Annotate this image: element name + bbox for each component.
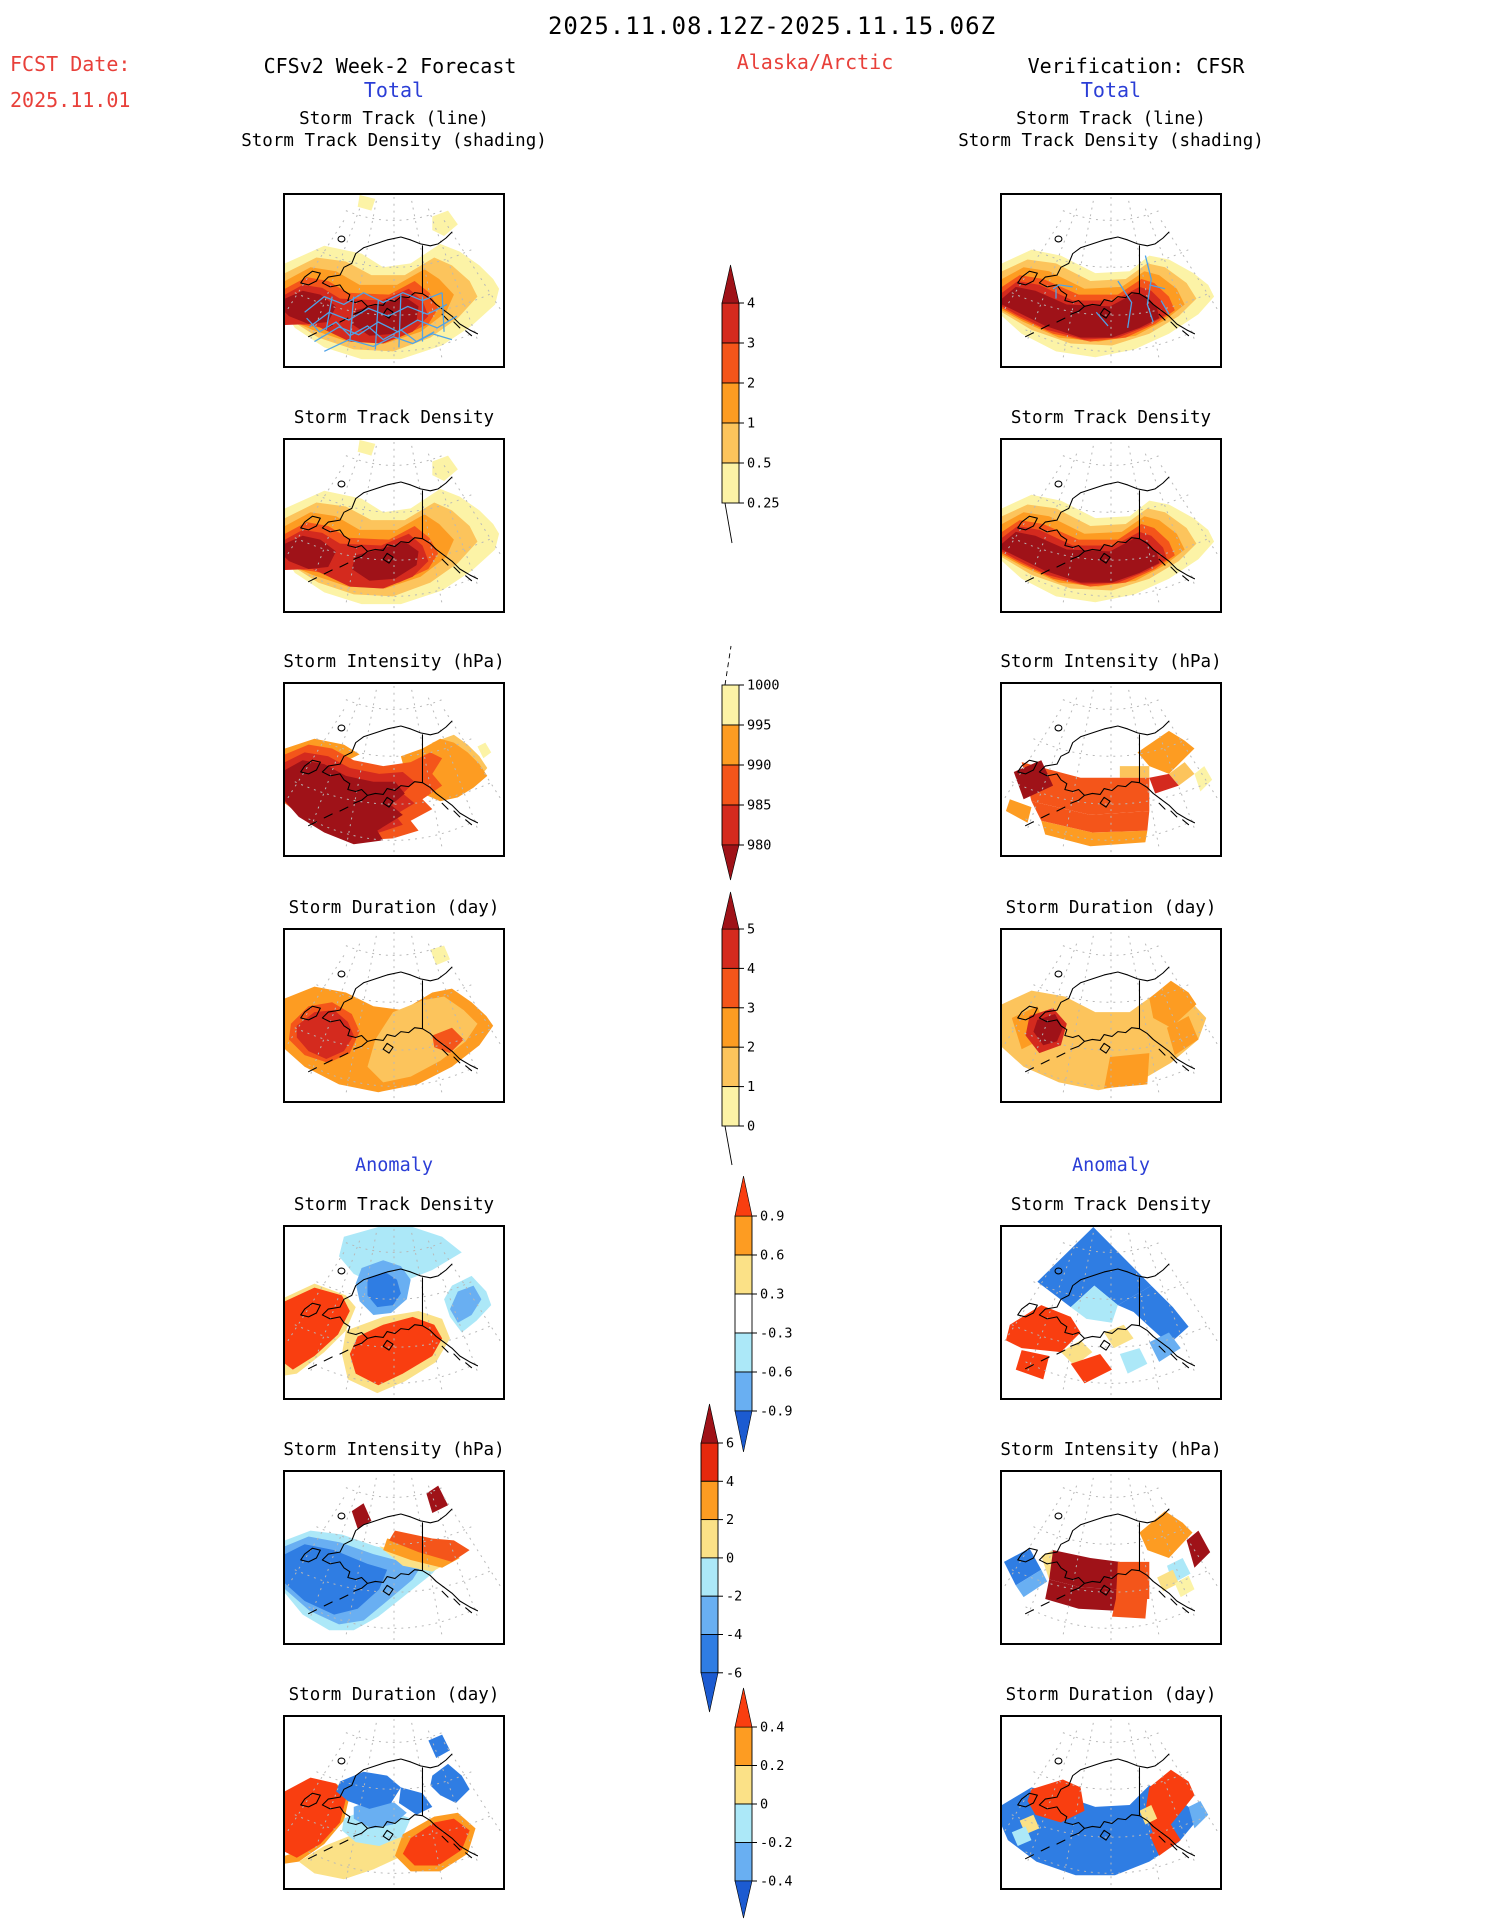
fcst-anom-duration-title: Storm Duration (day) <box>288 1685 500 1705</box>
verif-duration-map <box>1000 928 1222 1103</box>
cbar-intensity-anom-tick-4: 4 <box>726 1474 734 1490</box>
cbar-track-density-anom-tick-0.3: 0.3 <box>760 1287 784 1303</box>
cbar-track-density-total-tick-3: 3 <box>747 336 755 352</box>
cbar-duration-anom-tick--0.4: -0.4 <box>760 1874 793 1890</box>
cbar-duration-anom-tick--0.2: -0.2 <box>760 1835 793 1851</box>
fcst-anom-intensity-title: Storm Intensity (hPa) <box>283 1440 505 1460</box>
cbar-duration-anom-tick-0.4: 0.4 <box>760 1720 784 1736</box>
cbar-intensity-total-tick-985: 985 <box>747 798 771 814</box>
fcst-intensity-title: Storm Intensity (hPa) <box>283 652 505 672</box>
cbar-intensity-total-tick-990: 990 <box>747 758 771 774</box>
cbar-duration-anom-tick-0: 0 <box>760 1797 768 1813</box>
right-column-title: Verification: CFSR <box>1027 54 1245 78</box>
main-title: 2025.11.08.12Z-2025.11.15.06Z <box>547 12 997 40</box>
cbar-intensity-anom-tick-2: 2 <box>726 1512 734 1528</box>
verif-anom-intensity-title: Storm Intensity (hPa) <box>1000 1440 1222 1460</box>
cbar-track-density-anom-tick-0.9: 0.9 <box>760 1209 784 1225</box>
fcst-date-value: 2025.11.01 <box>10 88 131 112</box>
cbar-track-density-anom-tick-0.6: 0.6 <box>760 1248 784 1264</box>
fcst-track-line-density-title: Storm Track (line) Storm Track Density (s… <box>241 109 547 151</box>
cbar-duration-anom: 0.4 0.2 0 -0.2 -0.4 <box>729 1684 809 1925</box>
cbar-track-density-anom-tick--0.6: -0.6 <box>760 1365 793 1381</box>
cbar-intensity-total: 1000 995 990 985 980 <box>716 642 796 888</box>
fcst-anom-track-density-map <box>283 1225 505 1400</box>
verif-anom-duration-title: Storm Duration (day) <box>1005 1685 1217 1705</box>
fcst-track-density-map <box>283 438 505 613</box>
left-column-title: CFSv2 Week-2 Forecast <box>263 54 517 78</box>
verif-track-line-density-title: Storm Track (line) Storm Track Density (s… <box>958 109 1264 151</box>
cbar-intensity-anom: 6 4 2 0 -2 -4 -6 <box>695 1400 775 1720</box>
right-section-anomaly: Anomaly <box>1072 1155 1150 1176</box>
left-section-total: Total <box>363 78 425 102</box>
cbar-duration-total-tick-0: 0 <box>747 1119 755 1135</box>
fcst-anom-track-density-title: Storm Track Density <box>293 1195 495 1215</box>
cbar-duration-total-tick-1: 1 <box>747 1079 755 1095</box>
cbar-intensity-total-tick-995: 995 <box>747 718 771 734</box>
cbar-intensity-anom-tick--2: -2 <box>726 1589 742 1605</box>
fcst-track-line-density-map <box>283 193 505 368</box>
fcst-anom-intensity-map <box>283 1470 505 1645</box>
cbar-duration-total-tick-5: 5 <box>747 922 755 938</box>
cbar-intensity-anom-tick--6: -6 <box>726 1665 742 1681</box>
fcst-duration-title: Storm Duration (day) <box>288 898 500 918</box>
cbar-intensity-total-tick-1000: 1000 <box>747 678 780 694</box>
cbar-track-density-anom: 0.9 0.6 0.3 -0.3 -0.6 -0.9 <box>729 1172 809 1460</box>
fcst-intensity-map <box>283 682 505 857</box>
cbar-track-density-anom-tick--0.3: -0.3 <box>760 1326 793 1342</box>
verif-intensity-map <box>1000 682 1222 857</box>
cbar-intensity-anom-tick-6: 6 <box>726 1436 734 1452</box>
right-section-total: Total <box>1080 78 1142 102</box>
cbar-track-density-total: 4 3 2 1 0.5 0.25 <box>716 261 796 551</box>
cbar-intensity-anom-tick-0: 0 <box>726 1550 734 1566</box>
cbar-intensity-total-tick-980: 980 <box>747 838 771 854</box>
cbar-track-density-anom-tick--0.9: -0.9 <box>760 1404 793 1420</box>
cbar-intensity-anom-tick--4: -4 <box>726 1627 742 1643</box>
verif-duration-title: Storm Duration (day) <box>1005 898 1217 918</box>
verif-intensity-title: Storm Intensity (hPa) <box>1000 652 1222 672</box>
verif-anom-track-density-map <box>1000 1225 1222 1400</box>
cbar-duration-total: 5 4 3 2 1 0 <box>716 888 796 1173</box>
cbar-duration-total-tick-2: 2 <box>747 1040 755 1056</box>
region-label: Alaska/Arctic <box>736 50 894 74</box>
cbar-duration-total-tick-4: 4 <box>747 961 755 977</box>
fcst-duration-map <box>283 928 505 1103</box>
verif-track-density-title: Storm Track Density <box>1010 408 1212 428</box>
verif-anom-track-density-title: Storm Track Density <box>1010 1195 1212 1215</box>
cbar-track-density-total-tick-1: 1 <box>747 416 755 432</box>
verif-track-density-map <box>1000 438 1222 613</box>
left-section-anomaly: Anomaly <box>355 1155 433 1176</box>
fcst-track-density-title: Storm Track Density <box>293 408 495 428</box>
fcst-date-label: FCST Date: <box>10 52 131 76</box>
cbar-track-density-total-tick-2: 2 <box>747 376 755 392</box>
cbar-track-density-total-tick-4: 4 <box>747 296 755 312</box>
cbar-track-density-total-tick-0.25: 0.25 <box>747 496 780 512</box>
cbar-duration-total-tick-3: 3 <box>747 1000 755 1016</box>
verif-anom-duration-map <box>1000 1715 1222 1890</box>
fcst-anom-duration-map <box>283 1715 505 1890</box>
cbar-duration-anom-tick-0.2: 0.2 <box>760 1758 784 1774</box>
verif-track-line-density-map <box>1000 193 1222 368</box>
verif-anom-intensity-map <box>1000 1470 1222 1645</box>
cbar-track-density-total-tick-0.5: 0.5 <box>747 456 771 472</box>
